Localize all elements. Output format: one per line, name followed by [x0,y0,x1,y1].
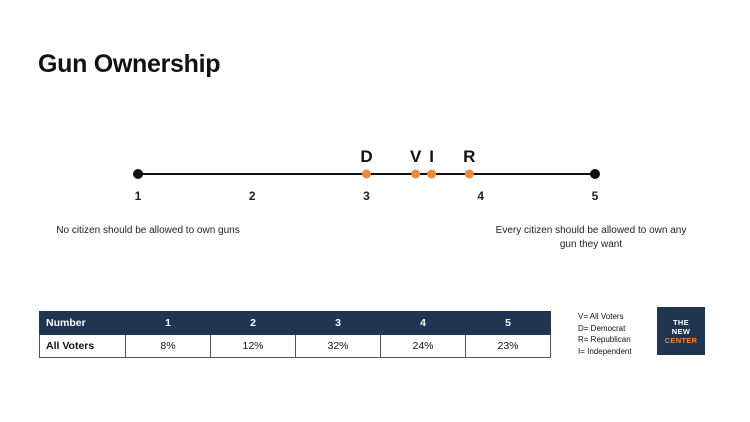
header-3: 3 [295,311,381,335]
point-label-d: D [360,147,372,166]
scale-low-description: No citizen should be allowed to own guns [56,225,240,236]
ideology-scale-chart: 1 2 3 4 5 D V I R [133,147,600,203]
cell-3: 32% [295,334,381,358]
cell-4: 24% [380,334,466,358]
legend-item-republican: R= Republican [578,335,631,344]
scale-high-description: Every citizen should be allowed to own a… [495,225,687,250]
point-label-v: V [410,147,422,166]
tick-label-3: 3 [363,189,370,203]
header-2: 2 [210,311,296,335]
point-d [362,169,371,179]
scale-endpoint-high [590,169,600,179]
point-i [427,169,437,179]
legend-item-independent: I= Independent [578,346,632,356]
legend-item-democrat: D= Democrat [578,323,626,333]
table-header-row: Number 1 2 3 4 5 [39,311,551,335]
tick-label-4: 4 [477,189,484,203]
distribution-table: Number 1 2 3 4 5 All Voters 8% 12% 32% 2… [39,311,551,358]
legend-item-all-voters: V= All Voters [578,312,624,321]
point-v [411,169,421,179]
tick-label-2: 2 [249,189,256,203]
point-label-i: I [429,147,434,166]
row-label: All Voters [39,334,126,358]
logo-line-1: THE [673,317,689,327]
table-row: All Voters 8% 12% 32% 24% 23% [39,334,551,358]
point-r [464,169,474,179]
cell-2: 12% [210,334,296,358]
logo-line-3: CENTER [664,335,698,345]
header-number: Number [39,311,126,335]
header-5: 5 [465,311,551,335]
the-new-center-logo: THE NEW CENTER [657,307,705,355]
logo-line-2: NEW [671,326,691,336]
page-title: Gun Ownership [38,50,221,78]
scale-endpoint-low [133,169,143,179]
header-4: 4 [380,311,466,335]
cell-5: 23% [465,334,551,358]
cell-1: 8% [125,334,211,358]
legend: V= All Voters D= Democrat R= Republican … [578,311,632,357]
header-1: 1 [125,311,211,335]
tick-label-1: 1 [135,189,142,203]
point-label-r: R [463,147,475,166]
tick-label-5: 5 [592,189,599,203]
